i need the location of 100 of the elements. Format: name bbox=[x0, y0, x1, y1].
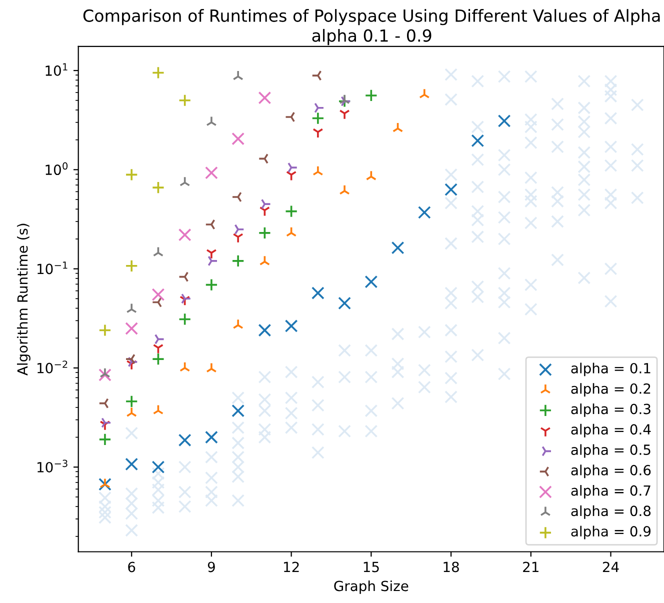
point bbox=[98, 398, 109, 409]
point bbox=[284, 320, 298, 332]
point bbox=[204, 278, 218, 292]
point bbox=[340, 96, 352, 107]
point bbox=[98, 368, 112, 382]
point bbox=[125, 354, 136, 364]
point bbox=[311, 112, 324, 125]
point bbox=[288, 162, 298, 173]
y-tick-label: 10$^{0}$ bbox=[46, 162, 68, 176]
x-tick-label: 18 bbox=[444, 562, 459, 572]
point bbox=[258, 153, 268, 164]
point bbox=[100, 367, 110, 378]
y-tick-label: 10$^{−3}$ bbox=[38, 460, 68, 472]
point bbox=[498, 114, 511, 128]
point bbox=[232, 254, 245, 268]
point bbox=[125, 168, 138, 182]
point bbox=[98, 324, 112, 337]
point bbox=[125, 259, 138, 272]
x-tick-label: 15 bbox=[364, 562, 379, 572]
point bbox=[232, 70, 244, 80]
point bbox=[204, 166, 218, 180]
point bbox=[152, 404, 164, 414]
chart-title: Comparison of Runtimes of Polyspace Using Different Values of Alpha bbox=[83, 9, 660, 26]
point bbox=[391, 241, 404, 254]
point bbox=[125, 458, 138, 471]
point bbox=[178, 312, 192, 326]
x-tick-label: 24 bbox=[602, 562, 619, 572]
point bbox=[232, 404, 245, 418]
point bbox=[366, 170, 377, 180]
legend-label: alpha = 0.4 bbox=[571, 424, 651, 438]
chart-subtitle: alpha 0.1 - 0.9 bbox=[312, 28, 432, 46]
point bbox=[152, 181, 165, 194]
point bbox=[179, 361, 190, 372]
point bbox=[152, 66, 165, 80]
point bbox=[204, 219, 216, 230]
legend-label: alpha = 0.8 bbox=[571, 505, 651, 519]
legend-label: alpha = 0.5 bbox=[571, 444, 650, 458]
point bbox=[179, 176, 190, 186]
x-tick-label: 12 bbox=[284, 562, 299, 572]
legend-label: alpha = 0.3 bbox=[571, 403, 650, 417]
point bbox=[126, 302, 137, 314]
legend-label: alpha = 0.2 bbox=[571, 383, 650, 397]
point bbox=[206, 362, 217, 372]
y-axis-title: Algorithm Runtime (s) bbox=[16, 224, 30, 376]
point bbox=[98, 478, 112, 491]
point bbox=[232, 192, 242, 202]
point bbox=[259, 255, 270, 266]
point bbox=[204, 430, 218, 444]
point bbox=[258, 226, 272, 240]
point bbox=[98, 432, 112, 446]
point bbox=[444, 183, 458, 196]
point bbox=[125, 394, 138, 408]
point bbox=[258, 324, 272, 337]
point bbox=[471, 134, 484, 148]
point bbox=[125, 322, 138, 335]
point bbox=[338, 296, 352, 310]
point bbox=[234, 224, 245, 235]
y-tick-label: 10$^{1}$ bbox=[46, 63, 68, 76]
x-axis-title: Graph Size bbox=[334, 580, 408, 594]
point bbox=[178, 94, 192, 107]
point bbox=[364, 275, 378, 288]
point bbox=[314, 102, 324, 114]
x-tick-label: 21 bbox=[523, 562, 538, 572]
point bbox=[181, 293, 192, 304]
point bbox=[312, 165, 324, 176]
point bbox=[128, 356, 138, 368]
point bbox=[152, 460, 165, 474]
point bbox=[339, 94, 350, 104]
point bbox=[364, 89, 378, 102]
y-tick-label: 10$^{−2}$ bbox=[38, 360, 68, 374]
point bbox=[232, 318, 244, 329]
y-tick-label: 10$^{−1}$ bbox=[38, 262, 68, 274]
point bbox=[208, 256, 218, 266]
point bbox=[178, 271, 189, 282]
point bbox=[100, 478, 110, 488]
legend-label: alpha = 0.7 bbox=[571, 485, 650, 498]
point bbox=[232, 132, 245, 146]
point bbox=[152, 288, 165, 302]
point bbox=[152, 246, 164, 256]
point bbox=[311, 286, 324, 300]
point bbox=[419, 88, 430, 98]
point bbox=[178, 228, 192, 242]
x-tick-label: 9 bbox=[208, 562, 215, 572]
point bbox=[311, 70, 322, 81]
point bbox=[284, 204, 298, 218]
point bbox=[339, 184, 350, 195]
point bbox=[392, 122, 404, 132]
point bbox=[126, 406, 137, 417]
x-tick-label: 6 bbox=[128, 562, 136, 572]
legend-label: alpha = 0.9 bbox=[571, 526, 651, 540]
point bbox=[286, 226, 297, 237]
legend-label: alpha = 0.6 bbox=[571, 464, 651, 478]
point bbox=[258, 91, 272, 104]
point bbox=[178, 434, 192, 447]
legend-label: alpha = 0.1 bbox=[571, 362, 650, 376]
point bbox=[206, 116, 217, 126]
point bbox=[101, 417, 112, 428]
point bbox=[152, 296, 162, 308]
point bbox=[418, 206, 431, 219]
point bbox=[152, 352, 165, 366]
